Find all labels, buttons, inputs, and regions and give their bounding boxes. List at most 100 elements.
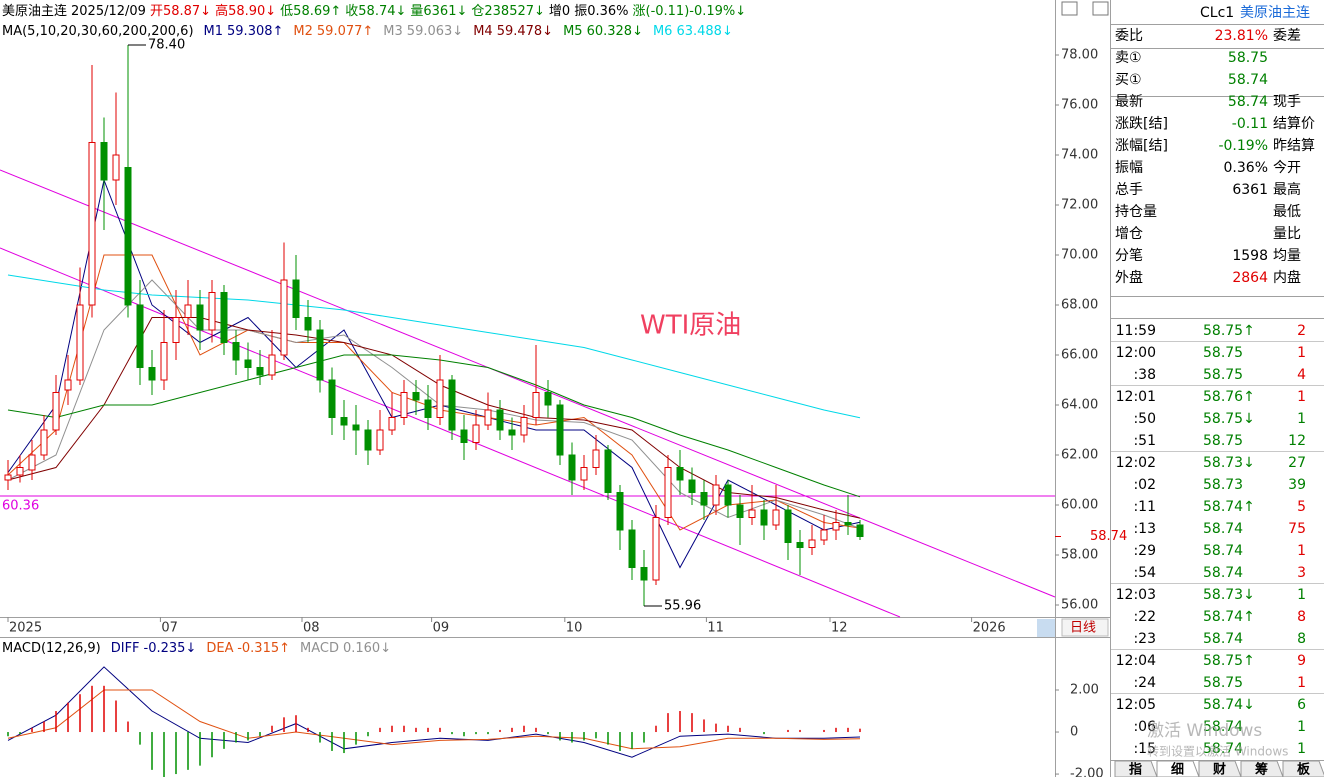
trend-line xyxy=(0,169,1056,598)
trade-price: 58.75 xyxy=(1203,675,1243,691)
candle-body xyxy=(196,304,204,331)
candle-body xyxy=(256,367,264,376)
trade-time: 11:59 xyxy=(1116,323,1156,339)
quote-label: 最新 xyxy=(1115,94,1143,110)
header-field: 涨(-0.11)-0.19%↓ xyxy=(633,4,747,19)
tab-label[interactable]: 细 xyxy=(1171,762,1184,777)
quote-label: 今开 xyxy=(1273,160,1301,176)
trade-volume: 9 xyxy=(1297,653,1306,669)
trade-volume: 12 xyxy=(1288,433,1306,449)
candle-body xyxy=(100,142,108,181)
legend-value: 59.308↑ xyxy=(227,24,283,39)
os-watermark: 转到设置以激活 Windows xyxy=(1147,744,1288,759)
quote-value: 2864 xyxy=(1232,270,1268,286)
trade-time: 12:03 xyxy=(1116,587,1156,603)
timeframe-button[interactable] xyxy=(1061,618,1109,637)
quote-header: 美原油主连 2025/12/09 开58.87↓ 高58.90↓ 低58.69↑ 收58.… xyxy=(2,3,746,19)
trade-volume: 1 xyxy=(1297,345,1306,361)
tab-shape[interactable] xyxy=(1114,760,1158,777)
quote-value: 58.74 xyxy=(1228,94,1268,110)
tab-shape[interactable] xyxy=(1240,760,1284,777)
timeframe-label[interactable]: 日线 xyxy=(1070,621,1096,636)
candle-body xyxy=(280,279,288,356)
trade-time: :06 xyxy=(1133,719,1156,735)
candle-body xyxy=(640,567,648,581)
y-tick-label: 66.00 xyxy=(1061,348,1098,363)
legend-value: 59.077↑ xyxy=(317,24,373,39)
window-button[interactable] xyxy=(1092,1,1109,16)
trade-volume: 5 xyxy=(1297,499,1306,515)
quote-label: 外盘 xyxy=(1115,269,1143,286)
tab-label[interactable]: 板 xyxy=(1297,762,1311,777)
y-tick-label: 72.00 xyxy=(1061,198,1098,213)
y-tick-label: 68.00 xyxy=(1061,298,1098,313)
quote-label: 持仓量 xyxy=(1115,204,1157,220)
quote-label: 卖① xyxy=(1115,50,1142,66)
macd-line xyxy=(7,666,861,758)
x-tick-label: 12 xyxy=(831,621,848,636)
trade-price: 58.74 xyxy=(1203,719,1243,735)
tab-shape[interactable] xyxy=(1156,760,1200,777)
candle-body xyxy=(88,142,96,306)
trade-price: 58.73↓ xyxy=(1203,455,1255,471)
header-field: 高58.90↓ xyxy=(215,3,276,19)
x-tick-label: 2026 xyxy=(973,621,1006,636)
tab-label[interactable]: 筹 xyxy=(1255,762,1268,777)
candle-body xyxy=(832,522,840,531)
tab-label[interactable]: 指 xyxy=(1129,762,1142,777)
header-field: 增0 xyxy=(549,4,570,19)
y-tick-label: 78.00 xyxy=(1061,48,1098,63)
extreme-label: 55.96 xyxy=(664,599,701,614)
y-tick-label: 2.00 xyxy=(1070,683,1099,698)
scroll-thumb[interactable] xyxy=(1037,619,1055,637)
quote-value: -0.11 xyxy=(1232,116,1268,132)
header-field: 开58.87↓ xyxy=(150,4,211,19)
trade-price: 58.74↑ xyxy=(1203,499,1255,515)
legend-title: MACD(12,26,9) xyxy=(2,641,101,656)
trade-price: 58.73 xyxy=(1203,477,1243,493)
tab-shape[interactable] xyxy=(1282,760,1324,777)
candle-body xyxy=(472,424,480,443)
trade-time: :11 xyxy=(1133,499,1156,515)
candle-body xyxy=(388,417,396,431)
candle-body xyxy=(424,399,432,418)
candle-body xyxy=(628,529,636,568)
trade-time: :29 xyxy=(1133,543,1156,559)
header-field: 振0.36% xyxy=(574,4,628,19)
trade-time: :50 xyxy=(1133,411,1156,427)
header-field: 2025/12/09 xyxy=(71,4,146,19)
os-watermark: 激活 Windows xyxy=(1147,721,1262,741)
candle-body xyxy=(112,154,120,181)
quote-label: 分笔 xyxy=(1115,248,1143,264)
quote-label: 涨跌[结] xyxy=(1115,116,1168,132)
candle-body xyxy=(664,467,672,518)
quote-label: 结算价 xyxy=(1273,116,1315,132)
legend-name: M2 xyxy=(293,24,313,39)
candle-body xyxy=(28,454,36,471)
quote-label: 委差 xyxy=(1273,28,1301,44)
candle-body xyxy=(160,342,168,381)
ma-legend: MA(5,10,20,30,60,200,200,6) M1 59.308↑ M2 59… xyxy=(2,24,733,39)
tab-shape[interactable] xyxy=(1198,760,1242,777)
candle-body xyxy=(232,342,240,361)
candle-body xyxy=(268,354,276,376)
ma-line xyxy=(7,274,861,419)
candle-body xyxy=(688,479,696,493)
tab-label[interactable]: 财 xyxy=(1213,762,1226,777)
window-button[interactable] xyxy=(1061,1,1078,16)
trade-time: :22 xyxy=(1133,609,1156,625)
quote-value: 1598 xyxy=(1232,248,1268,264)
quote-label: 总手 xyxy=(1115,182,1143,198)
candle-body xyxy=(748,509,756,518)
trade-price: 58.74 xyxy=(1203,521,1243,537)
trade-price: 58.75 xyxy=(1203,367,1243,383)
trade-price: 58.74 xyxy=(1203,631,1243,647)
trade-volume: 1 xyxy=(1297,741,1306,757)
trade-time: :13 xyxy=(1133,521,1156,537)
quote-value: 6361 xyxy=(1232,182,1268,198)
candle-body xyxy=(460,429,468,443)
legend-value: 59.478↓ xyxy=(497,24,553,39)
candle-body xyxy=(772,509,780,526)
quote-label: 委比 xyxy=(1115,28,1143,44)
